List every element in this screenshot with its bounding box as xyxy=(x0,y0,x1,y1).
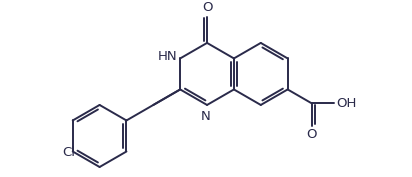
Text: Cl: Cl xyxy=(62,146,75,159)
Text: HN: HN xyxy=(157,50,177,63)
Text: O: O xyxy=(202,1,212,14)
Text: N: N xyxy=(201,110,211,123)
Text: O: O xyxy=(307,128,317,141)
Text: OH: OH xyxy=(337,97,357,110)
